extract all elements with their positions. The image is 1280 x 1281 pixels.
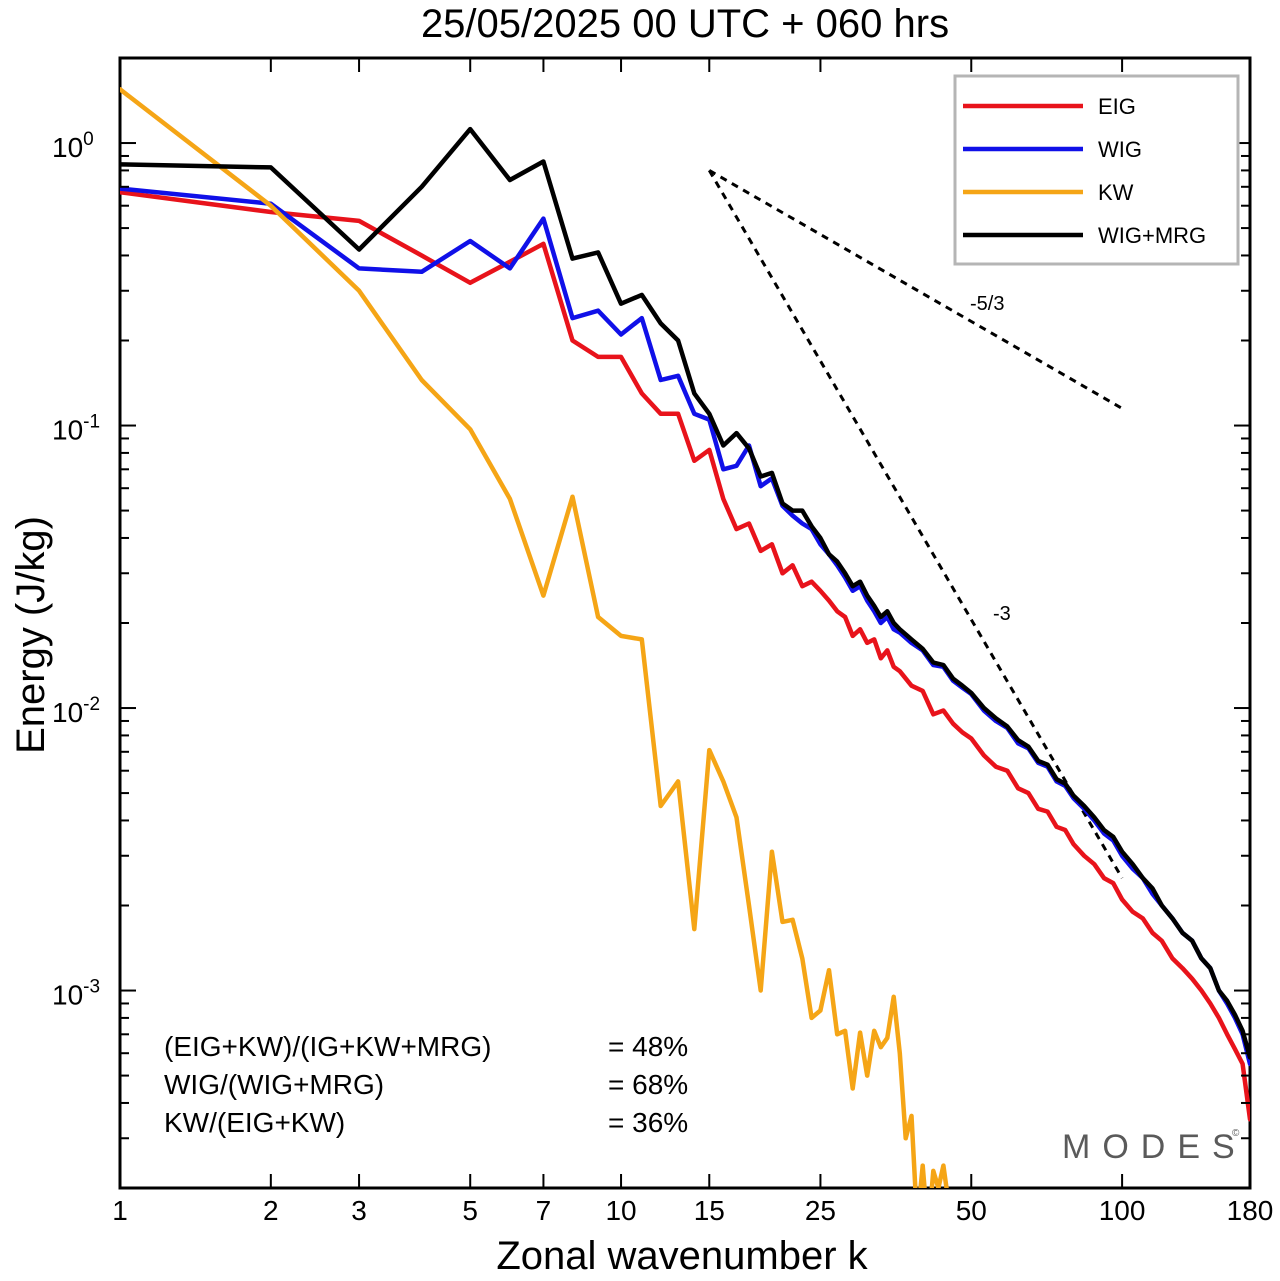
slope-label-1: -5/3 <box>970 293 1004 315</box>
modes-logo: MODES © <box>1062 1128 1247 1166</box>
reference-slopes: -5/3 -3 <box>707 169 1124 879</box>
stat-label-3: KW/(EIG+KW) <box>164 1107 345 1138</box>
legend-label-1: EIG <box>1098 94 1136 119</box>
x-tick-label: 3 <box>351 1195 367 1226</box>
series-line-eig <box>120 189 1250 1122</box>
x-tick-label: 5 <box>462 1195 478 1226</box>
x-tick-label: 25 <box>805 1195 836 1226</box>
series-lines <box>120 87 1250 1188</box>
x-tick-label: 10 <box>605 1195 636 1226</box>
y-tick-label: 100 <box>52 129 94 163</box>
x-tick-label: 2 <box>263 1195 279 1226</box>
legend-label-2: WIG <box>1098 137 1142 162</box>
axis-ticks: 1 2 3 5 7 10 15 25 50 100 180 100 10-1 10-2 10-3 <box>52 57 1274 1226</box>
x-tick-label: 1 <box>112 1195 128 1226</box>
legend-label-4: WIG+MRG <box>1098 223 1206 248</box>
y-tick-label: 10-1 <box>52 412 100 446</box>
slope-label-2: -3 <box>993 603 1011 625</box>
stat-value-2: = 68% <box>608 1069 688 1100</box>
modes-logo-text: MODES <box>1062 1128 1247 1166</box>
y-tick-label: 10-3 <box>52 977 100 1011</box>
slope-line-1 <box>708 169 1123 410</box>
stat-value-3: = 36% <box>608 1107 688 1138</box>
slope-line-2 <box>707 169 1124 879</box>
copyright-mark: © <box>1232 1128 1240 1139</box>
x-tick-label: 50 <box>956 1195 987 1226</box>
x-tick-label: 100 <box>1099 1195 1146 1226</box>
y-tick-label: 10-2 <box>52 694 100 728</box>
legend: EIG WIG KW WIG+MRG <box>953 74 1240 266</box>
stat-label-2: WIG/(WIG+MRG) <box>164 1069 384 1100</box>
energy-ratio-stats: (EIG+KW)/(IG+KW+MRG) = 48% WIG/(WIG+MRG) = … <box>164 1031 688 1138</box>
x-tick-label: 7 <box>536 1195 552 1226</box>
stat-value-1: = 48% <box>608 1031 688 1062</box>
legend-label-3: KW <box>1098 180 1134 205</box>
x-tick-label: 15 <box>694 1195 725 1226</box>
x-axis-label: Zonal wavenumber k <box>496 1234 868 1278</box>
chart-title: 25/05/2025 00 UTC + 060 hrs <box>421 2 949 46</box>
y-axis-label: Energy (J/kg) <box>9 516 53 754</box>
x-tick-label: 180 <box>1227 1195 1274 1226</box>
stat-label-1: (EIG+KW)/(IG+KW+MRG) <box>164 1031 491 1062</box>
series-line-kw <box>120 87 949 1188</box>
series-line-wig-mrg <box>120 126 1250 1060</box>
